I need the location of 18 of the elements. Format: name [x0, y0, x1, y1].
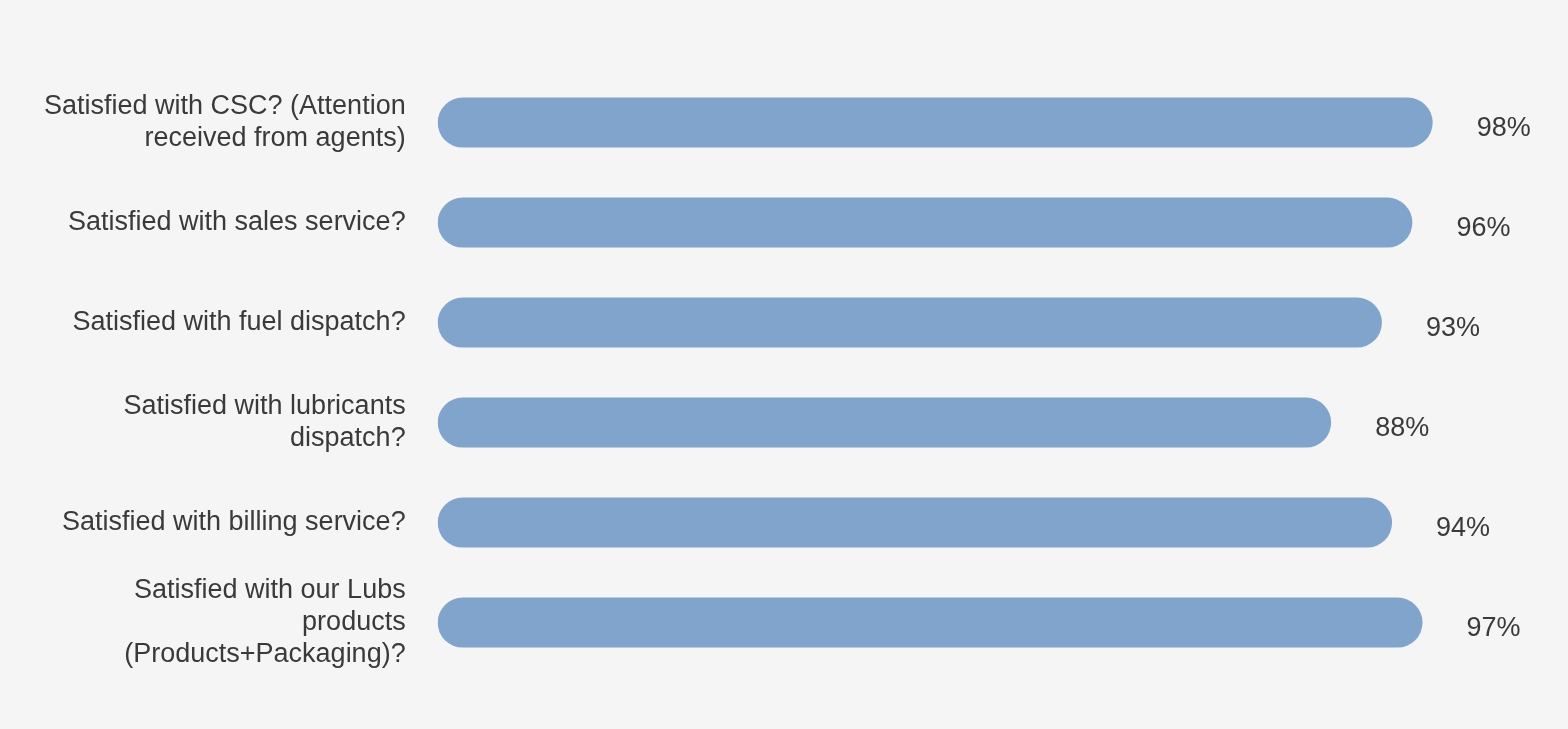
- bar: [437, 397, 1332, 448]
- data-label: 93%: [1425, 312, 1480, 343]
- bar: [437, 297, 1382, 348]
- y-tick-label: Satisfied with fuel dispatch?: [72, 306, 406, 337]
- y-tick-label: Satisfied with lubricants dispatch?: [123, 389, 406, 453]
- bar: [437, 597, 1423, 648]
- y-tick-label: Satisfied with billing service?: [61, 506, 406, 537]
- y-tick-label: Satisfied with sales service?: [68, 206, 406, 237]
- y-tick-label: Satisfied with CSC? (Attention received from agents): [43, 89, 406, 153]
- data-label: 96%: [1456, 212, 1511, 243]
- data-label: 94%: [1436, 512, 1491, 543]
- y-tick-label: Satisfied with our Lubs products (Products+Packaging)?: [124, 573, 406, 669]
- bar: [437, 197, 1413, 248]
- data-label: 97%: [1466, 612, 1521, 643]
- data-label: 98%: [1476, 112, 1531, 143]
- bar: [437, 497, 1393, 548]
- bar: [437, 97, 1433, 148]
- data-label: 88%: [1375, 412, 1430, 443]
